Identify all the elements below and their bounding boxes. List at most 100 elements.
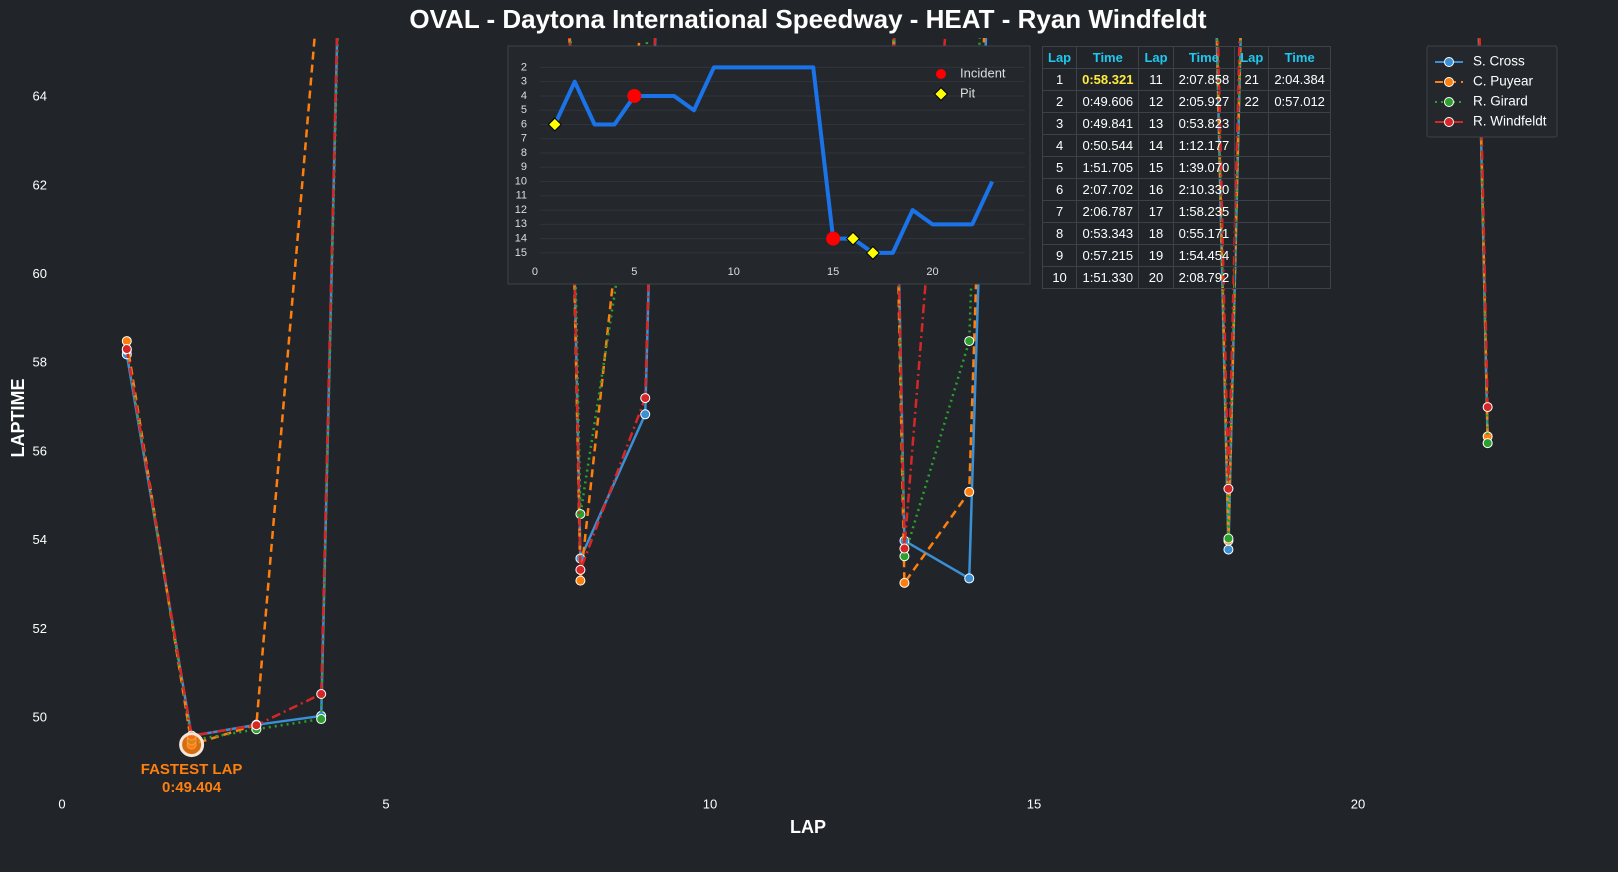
cell: 2:05.927 (1172, 90, 1236, 113)
y-tick-label: 58 (33, 355, 47, 370)
y-tick-label: 64 (33, 89, 47, 104)
cell: 0:50.544 (1076, 134, 1140, 157)
row: 4 0:50.544 14 1:12.177 (1041, 134, 1331, 157)
cell: 0:55.171 (1172, 222, 1236, 245)
cell: 2:06.787 (1076, 200, 1140, 223)
y-tick-label: 60 (33, 266, 47, 281)
legend-marker (933, 86, 949, 102)
cell: 21 (1234, 68, 1270, 91)
row: 6 2:07.702 16 2:10.330 (1041, 178, 1331, 201)
cell: 15 (1138, 156, 1174, 179)
cell: 2:07.858 (1172, 68, 1236, 91)
cell (1268, 222, 1331, 245)
row: 8 0:53.343 18 0:55.171 (1041, 222, 1331, 245)
cell: 1:39.070 (1172, 156, 1236, 179)
cell: 1:51.330 (1076, 266, 1140, 289)
cell (1234, 134, 1270, 157)
legend-marker (1444, 77, 1454, 87)
cell: 0:53.823 (1172, 112, 1236, 135)
cell (1234, 222, 1270, 245)
cell (1268, 156, 1331, 179)
lap-table: Lap Time Lap Time Lap Time 1 0:58.321 11 2:07.858… (1041, 46, 1331, 289)
row: 7 2:06.787 17 1:58.235 (1041, 200, 1331, 223)
cell: 1:54.454 (1172, 244, 1236, 267)
cell: 17 (1138, 200, 1174, 223)
header-cell: Time (1268, 46, 1331, 69)
cell (1268, 200, 1331, 223)
cell: 1 (1041, 68, 1078, 91)
inset-panel (507, 45, 1031, 285)
point (899, 543, 910, 554)
legend-label: C. Puyear (1473, 74, 1534, 89)
point (251, 720, 262, 731)
y-tick-label: 12 (515, 204, 527, 216)
cell: 2:08.792 (1172, 266, 1236, 289)
y-tick-label: 56 (33, 443, 47, 458)
inset-plot: 2 3 4 5 6 7 8 9 10 11 12 13 14 15 0 5 10 15 20 Incident Pit (515, 61, 1025, 278)
y-tick-label: 10 (515, 175, 527, 187)
point (1223, 533, 1234, 544)
legend-label: Incident (960, 65, 1006, 80)
point (316, 689, 327, 700)
header-cell: Time (1172, 46, 1236, 69)
cell (1268, 112, 1331, 135)
cell: 7 (1041, 200, 1078, 223)
cell: 1:58.235 (1172, 200, 1236, 223)
row: 10 1:51.330 20 2:08.792 (1041, 266, 1331, 289)
point (1482, 402, 1493, 413)
cell: 2 (1041, 90, 1078, 113)
cell: 0:57.215 (1076, 244, 1140, 267)
legend-label: R. Windfeldt (1473, 114, 1547, 129)
point (121, 344, 132, 355)
cell: 1:12.177 (1172, 134, 1236, 157)
cell: 11 (1138, 68, 1174, 91)
fastest-lap-marker (179, 732, 205, 758)
cell: 16 (1138, 178, 1174, 201)
legend-label: S. Cross (1473, 54, 1525, 69)
header-cell: Lap (1234, 46, 1270, 69)
y-tick-label: 6 (521, 118, 527, 130)
cell: 20 (1138, 266, 1174, 289)
cell: 3 (1041, 112, 1078, 135)
cell (1268, 266, 1331, 289)
cell: 10 (1041, 266, 1078, 289)
point (316, 714, 327, 725)
x-tick-label: 0 (532, 266, 538, 278)
cell: 13 (1138, 112, 1174, 135)
event-marker (845, 231, 861, 246)
x-tick-label: 0 (58, 796, 65, 811)
y-tick-label: 11 (516, 190, 527, 202)
cell: 0:49.841 (1076, 112, 1140, 135)
cell: 12 (1138, 90, 1174, 113)
header-row: Lap Time Lap Time Lap Time (1041, 46, 1331, 69)
annotation: FASTEST LAP (141, 761, 243, 778)
point (640, 393, 651, 404)
point (899, 577, 910, 588)
legend-marker (936, 69, 946, 79)
legend-marker (1444, 57, 1454, 67)
cell (1268, 244, 1331, 267)
point (1223, 544, 1234, 555)
cell: 0:58.321 (1076, 68, 1140, 91)
y-tick-label: 3 (521, 76, 527, 88)
cell: 8 (1041, 222, 1078, 245)
point (575, 509, 586, 520)
cell: 6 (1041, 178, 1078, 201)
y-tick-label: 54 (33, 532, 47, 547)
y-tick-label: 7 (521, 133, 527, 145)
cell: 5 (1041, 156, 1078, 179)
y-tick-label: 2 (521, 61, 527, 73)
event-marker (826, 231, 841, 246)
cell: 0:49.606 (1076, 90, 1140, 113)
annotation: 0:49.404 (162, 779, 222, 796)
row: 9 0:57.215 19 1:54.454 (1041, 244, 1331, 267)
row: 5 1:51.705 15 1:39.070 (1041, 156, 1331, 179)
event-marker (865, 245, 880, 260)
y-tick-label: 13 (515, 218, 527, 230)
cell (1268, 178, 1331, 201)
y-axis-label: LAPTIME (8, 379, 28, 458)
point (964, 573, 975, 584)
y-tick-label: 62 (33, 177, 47, 192)
